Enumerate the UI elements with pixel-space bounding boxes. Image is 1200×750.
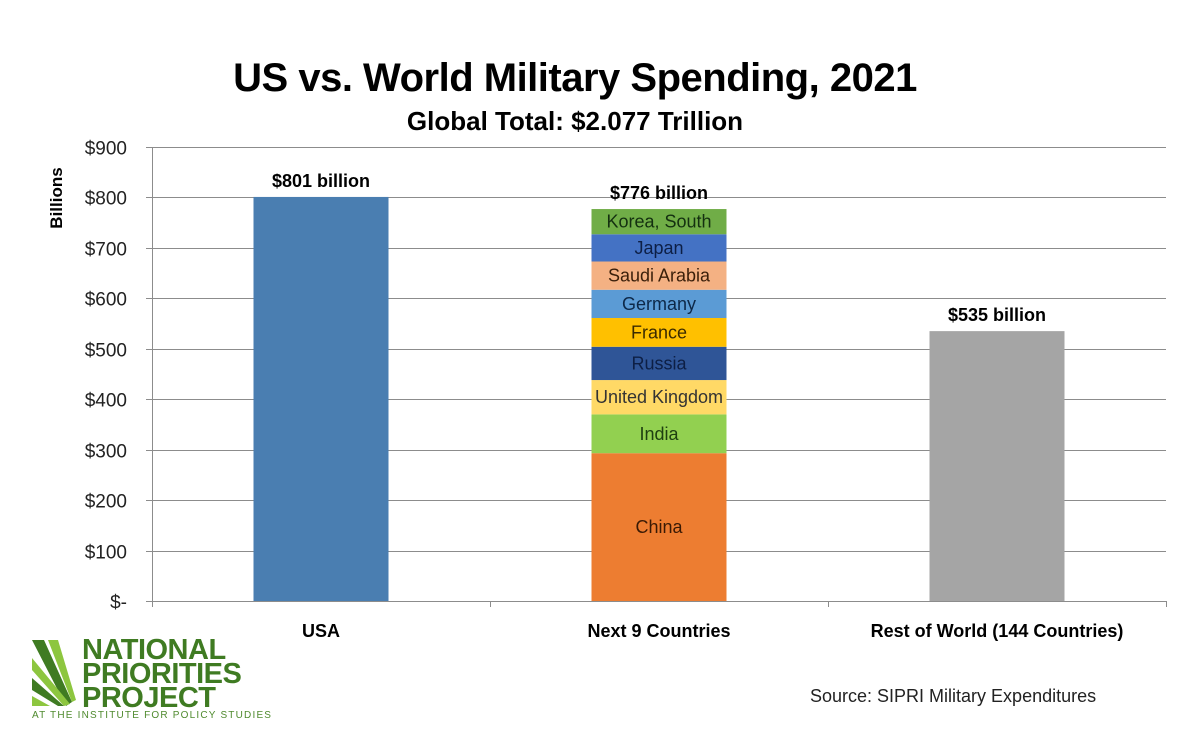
bar-segment <box>591 234 727 262</box>
bar-group: $801 billion <box>253 171 389 601</box>
y-tick-label: $500 <box>85 341 127 362</box>
bar-segment <box>591 289 727 319</box>
segment-label: Japan <box>634 238 683 258</box>
x-category-label: Rest of World (144 Countries) <box>871 621 1124 641</box>
bar-segment <box>591 318 727 347</box>
bar-segment <box>591 346 727 381</box>
y-tick-label: $- <box>110 593 127 614</box>
logo-line: PRIORITIES <box>82 658 242 690</box>
logo-tagline: AT THE INSTITUTE FOR POLICY STUDIES <box>32 710 273 721</box>
y-tick-label: $700 <box>85 240 127 261</box>
x-category-label: USA <box>302 621 340 641</box>
y-tick-label: $100 <box>85 543 127 564</box>
segment-label: United Kingdom <box>595 387 723 407</box>
bar-segment <box>591 380 727 415</box>
y-tick-label: $800 <box>85 189 127 210</box>
segment-label: France <box>631 322 687 342</box>
y-tick-label: $600 <box>85 290 127 311</box>
segment-label: Russia <box>631 353 687 373</box>
segment-label: Korea, South <box>606 212 711 232</box>
segment-label: Saudi Arabia <box>608 266 711 286</box>
segment-label: Germany <box>622 294 696 314</box>
bar-segment <box>591 414 727 454</box>
sunburst-logo-icon <box>32 640 76 706</box>
segment-label: India <box>639 424 679 444</box>
y-axis-label: Billions <box>47 167 66 228</box>
y-tick-label: $900 <box>85 139 127 160</box>
bar-segment <box>253 196 389 601</box>
bar-total-label: $776 billion <box>610 183 708 203</box>
y-tick-label: $400 <box>85 391 127 412</box>
x-category-label: Next 9 Countries <box>587 621 730 641</box>
bar-segment <box>929 331 1065 601</box>
bars: $801 billion China India United Kingdom Russ… <box>253 171 1065 601</box>
source-note: Source: SIPRI Military Expenditures <box>810 686 1097 706</box>
logo-wordmark: NATIONAL PRIORITIES PROJECT <box>82 634 242 714</box>
bar-group: China India United Kingdom Russia France Germ… <box>591 183 727 601</box>
bar-total-label: $801 billion <box>272 171 370 191</box>
y-tick-label: $200 <box>85 492 127 513</box>
chart-title: US vs. World Military Spending, 2021 <box>233 56 917 100</box>
logo-line: NATIONAL <box>82 634 226 666</box>
bar-segment <box>591 453 727 601</box>
x-axis: USA Next 9 Countries Rest of World (144 Co… <box>152 601 1167 641</box>
y-axis-ticks: $- $100 $200 $300 $400 $500 $600 $700 $800 $900 <box>85 139 127 614</box>
bar-segment <box>591 261 727 290</box>
npp-logo: NATIONAL PRIORITIES PROJECT AT THE INSTI… <box>32 634 282 721</box>
y-tick-label: $300 <box>85 442 127 463</box>
chart-subtitle: Global Total: $2.077 Trillion <box>406 106 744 136</box>
bar-total-label: $535 billion <box>948 305 1046 325</box>
bar-group: $535 billion <box>929 305 1065 601</box>
segment-label: China <box>635 517 683 537</box>
bar-segment <box>591 209 727 235</box>
logo-line: PROJECT <box>82 682 216 714</box>
